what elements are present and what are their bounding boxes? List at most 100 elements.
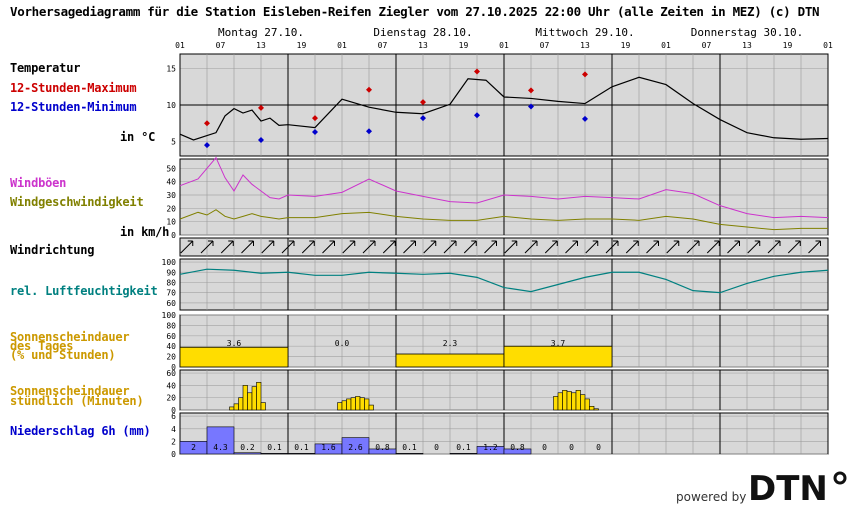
dtn-logo: DTN: [748, 469, 847, 504]
sunshine-hourly-bar: [557, 392, 563, 411]
precip-value-label: 2: [191, 443, 196, 452]
tmin-point: [312, 128, 318, 135]
day-label: Donnerstag 30.10.: [691, 26, 804, 39]
label-wind-unit: in km/h: [120, 225, 170, 239]
sunshine-hourly-bar: [346, 398, 352, 411]
wind-arrow: [706, 240, 720, 254]
precip-value-label: 0.8: [375, 443, 390, 452]
precip-value-label: 0.1: [267, 443, 282, 452]
label-sun-day-1: Sonnenscheindauer: [10, 330, 130, 344]
y-tick-label: 6: [171, 412, 176, 421]
wind-arrow: [220, 240, 234, 254]
label-temperature: Temperatur: [10, 61, 81, 75]
wind-arrow: [322, 240, 335, 254]
precip-bar: [368, 448, 397, 455]
sunshine-hourly-bar: [247, 392, 253, 411]
label-tmin: 12-Stunden-Minimum: [10, 100, 137, 114]
wind-arrow: [281, 240, 295, 254]
y-tick-label: 20: [166, 353, 176, 362]
y-tick-label: 10: [166, 218, 176, 227]
sunshine-hourly-bar: [256, 382, 262, 411]
tmax-point: [474, 68, 480, 75]
y-tick-label: 2: [171, 437, 176, 446]
hour-tick-label: 13: [742, 41, 752, 50]
y-tick-label: 40: [166, 342, 176, 351]
y-tick-label: 60: [166, 299, 176, 308]
sunshine-hourly-bar: [238, 397, 244, 411]
wind-arrow: [646, 240, 659, 254]
y-tick-label: 60: [166, 369, 176, 378]
precip-value-label: 1.2: [483, 443, 498, 452]
gust-line: [179, 156, 829, 219]
sunshine-daily-bar: [395, 353, 505, 368]
hour-tick-label: 01: [175, 41, 185, 50]
tmax-point: [582, 71, 588, 78]
wind-arrow: [605, 240, 619, 254]
hour-tick-label: 07: [540, 41, 550, 50]
hour-tick-label: 19: [459, 41, 469, 50]
wind-arrow: [362, 240, 376, 254]
sunshine-daily-bar: [503, 345, 613, 368]
y-tick-label: 20: [166, 204, 176, 213]
y-tick-label: 80: [166, 278, 176, 287]
hour-tick-label: 01: [337, 41, 347, 50]
precip-value-label: 2.6: [348, 443, 363, 452]
y-tick-label: 40: [166, 381, 176, 390]
powered-by-text: powered by: [676, 490, 747, 504]
label-sun-day-2: des Tages: [10, 339, 74, 353]
hour-tick-label: 07: [702, 41, 712, 50]
label-precip: Niederschlag 6h (mm): [10, 424, 151, 438]
wind-arrow: [747, 240, 761, 254]
precip-bar: [503, 448, 532, 455]
precip-bar: [233, 452, 262, 455]
tmin-point: [420, 115, 426, 122]
tmax-point: [366, 86, 372, 93]
day-label: Montag 27.10.: [218, 26, 304, 39]
wind-arrow: [484, 240, 497, 254]
y-tick-label: 80: [166, 321, 176, 330]
tmax-point: [420, 99, 426, 106]
sunshine-hourly-bar: [355, 396, 361, 411]
tmin-point: [258, 136, 264, 143]
y-tick-label: 20: [166, 394, 176, 403]
precip-value-label: 0.2: [240, 443, 255, 452]
y-tick-label: 0: [171, 450, 176, 459]
humidity-line: [179, 268, 829, 294]
wind-arrow: [787, 240, 801, 254]
sunshine-hourly-bar: [589, 406, 595, 411]
hour-tick-label: 13: [418, 41, 428, 50]
temperature-line: [179, 76, 829, 141]
sunshine-hourly-bar: [260, 402, 266, 411]
tmin-point: [582, 115, 588, 122]
tmin-point: [474, 112, 480, 119]
sunshine-hourly-bar: [580, 394, 586, 411]
hour-tick-label: 07: [216, 41, 226, 50]
day-label: Dienstag 28.10.: [373, 26, 472, 39]
hour-tick-label: 07: [378, 41, 388, 50]
sunshine-daily-label: 3.7: [551, 339, 566, 348]
sunshine-hourly-bar: [242, 385, 248, 411]
precip-value-label: 1.6: [321, 443, 336, 452]
precip-bar: [206, 426, 235, 455]
precip-value-label: 0: [569, 443, 574, 452]
hour-tick-label: 01: [499, 41, 509, 50]
label-sun-hourly-1: Sonnenscheindauer: [10, 384, 130, 398]
precip-bar: [449, 453, 478, 455]
wind-arrow: [382, 240, 396, 254]
svg-text:DTN: DTN: [748, 469, 828, 504]
label-gust: Windböen: [10, 176, 67, 190]
wind-arrow: [463, 240, 477, 254]
wind-arrow: [261, 240, 275, 254]
wind-arrow: [423, 240, 437, 254]
precip-value-label: 0.1: [456, 443, 471, 452]
precip-value-label: 0.1: [402, 443, 417, 452]
sunshine-hourly-bar: [593, 408, 599, 411]
sunshine-hourly-bar: [584, 398, 590, 411]
wind-arrow: [504, 240, 518, 254]
wind-arrow: [565, 240, 578, 254]
chart-title: Vorhersagediagramm für die Station Eisle…: [10, 4, 820, 19]
y-tick-label: 60: [166, 332, 176, 341]
y-tick-label: 40: [166, 178, 176, 187]
sunshine-hourly-bar: [359, 397, 365, 411]
y-tick-label: 100: [162, 311, 177, 320]
